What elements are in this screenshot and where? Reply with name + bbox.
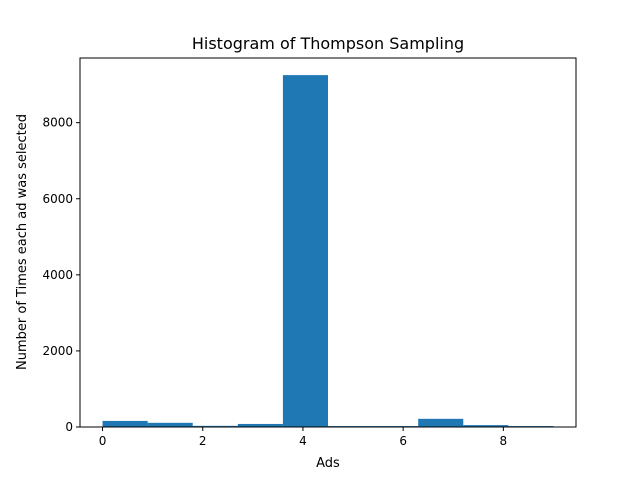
- y-ticks-group: 0 2000 4000 6000 8000: [42, 116, 80, 434]
- histogram-bar: [282, 75, 328, 427]
- histogram-bar: [418, 418, 464, 427]
- histogram-bar: [463, 425, 509, 427]
- bars-group: [102, 75, 554, 427]
- plot-frame: [79, 57, 577, 428]
- chart-title: Histogram of Thompson Sampling: [192, 34, 464, 53]
- y-tick-label: 0: [65, 420, 73, 434]
- y-tick-label: 8000: [42, 116, 73, 130]
- x-axis-label: Ads: [316, 456, 340, 471]
- x-tick-label: 6: [399, 434, 407, 448]
- y-axis-label: Number of Times each ad was selected: [15, 114, 30, 370]
- histogram-bar: [192, 425, 238, 427]
- y-tick-label: 6000: [42, 192, 73, 206]
- x-tick-label: 2: [199, 434, 207, 448]
- x-tick-label: 4: [299, 434, 307, 448]
- x-ticks-group: 0 2 4 6 8: [99, 427, 507, 448]
- histogram-bar: [102, 420, 148, 427]
- y-tick-label: 2000: [42, 344, 73, 358]
- x-tick-label: 8: [500, 434, 508, 448]
- y-tick-label: 4000: [42, 268, 73, 282]
- histogram-bar: [237, 423, 283, 427]
- histogram-bar: [147, 422, 193, 427]
- x-tick-label: 0: [99, 434, 107, 448]
